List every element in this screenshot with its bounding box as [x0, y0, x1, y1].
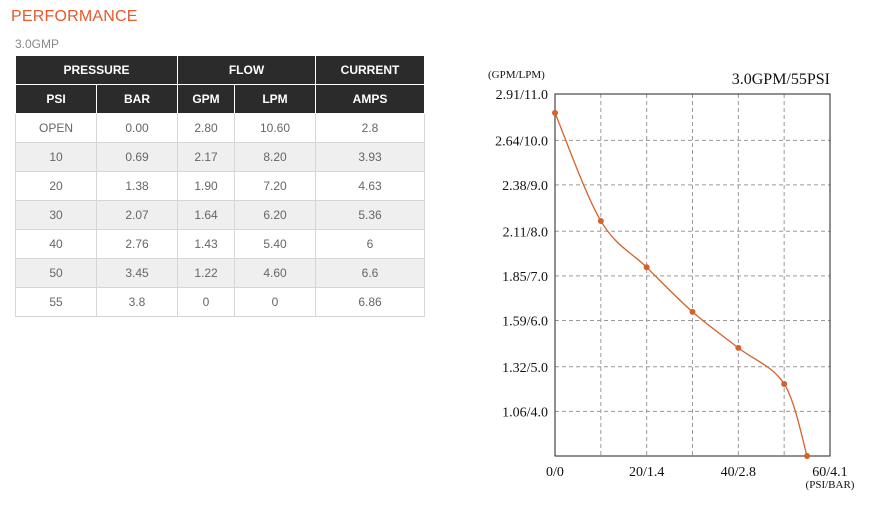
lpm-cell: 5.40	[234, 229, 316, 259]
table-row: OPEN 0.00 2.80 10.60 2.8	[15, 113, 425, 143]
pressure-header: PRESSURE	[15, 55, 178, 85]
bar-header: BAR	[96, 84, 178, 114]
x-tick-label: 40/2.8	[721, 465, 756, 480]
gpm-cell: 2.17	[177, 142, 235, 172]
lpm-cell: 8.20	[234, 142, 316, 172]
y-tick-label: 1.85/7.0	[502, 270, 548, 285]
performance-table: PRESSURE FLOW CURRENT PSI BAR GPM LPM AM…	[15, 55, 425, 317]
table-row: 50 3.45 1.22 4.60 6.6	[15, 258, 425, 288]
lpm-cell: 10.60	[234, 113, 316, 143]
y-tick-label: 1.06/4.0	[502, 405, 548, 420]
data-point	[735, 344, 742, 351]
psi-cell: 30	[15, 200, 97, 230]
psi-cell: 40	[15, 229, 97, 259]
amps-cell: 6.6	[315, 258, 425, 288]
table-row: 55 3.8 0 0 6.86	[15, 287, 425, 317]
y-tick-label: 1.32/5.0	[502, 361, 548, 376]
psi-header: PSI	[15, 84, 97, 114]
psi-cell: 50	[15, 258, 97, 288]
gpm-cell: 1.90	[177, 171, 235, 201]
table-row: 40 2.76 1.43 5.40 6	[15, 229, 425, 259]
bar-cell: 1.38	[96, 171, 178, 201]
chart-title: 3.0GPM/55PSI	[732, 71, 830, 88]
gpm-cell: 1.22	[177, 258, 235, 288]
plot-frame	[554, 93, 831, 457]
amps-header: AMPS	[315, 84, 425, 114]
amps-cell: 6	[315, 229, 425, 259]
amps-cell: 4.63	[315, 171, 425, 201]
psi-cell: 55	[15, 287, 97, 317]
y-tick-label: 2.64/10.0	[495, 134, 548, 149]
flow-curve	[554, 112, 808, 457]
bar-cell: 3.8	[96, 287, 178, 317]
gpm-header: GPM	[177, 84, 235, 114]
psi-cell: OPEN	[15, 113, 97, 143]
data-point	[643, 264, 650, 271]
data-point	[781, 380, 788, 387]
y-axis-label: (GPM/LPM)	[488, 69, 545, 81]
x-axis-label: (PSI/BAR)	[806, 479, 855, 491]
lpm-header: LPM	[234, 84, 316, 114]
y-tick-label: 1.59/6.0	[502, 314, 548, 329]
bar-cell: 3.45	[96, 258, 178, 288]
data-point	[804, 453, 811, 459]
group-header-row: PRESSURE FLOW CURRENT	[15, 55, 425, 85]
lpm-cell: 0	[234, 287, 316, 317]
psi-cell: 20	[15, 171, 97, 201]
data-point	[597, 217, 604, 224]
x-tick-label: 20/1.4	[629, 465, 664, 480]
data-point	[552, 109, 558, 116]
amps-cell: 3.93	[315, 142, 425, 172]
psi-cell: 10	[15, 142, 97, 172]
flow-header: FLOW	[177, 55, 316, 85]
table-row: 10 0.69 2.17 8.20 3.93	[15, 142, 425, 172]
bar-cell: 0.69	[96, 142, 178, 172]
lpm-cell: 7.20	[234, 171, 316, 201]
table-row: 30 2.07 1.64 6.20 5.36	[15, 200, 425, 230]
gpm-cell: 1.43	[177, 229, 235, 259]
gpm-cell: 1.64	[177, 200, 235, 230]
gpm-cell: 2.80	[177, 113, 235, 143]
table-row: 20 1.38 1.90 7.20 4.63	[15, 171, 425, 201]
y-tick-label: 2.11/8.0	[503, 225, 548, 240]
performance-chart: 2.91/11.0 2.64/10.0 2.38/9.0 2.11/8.0 1.85/7…	[488, 69, 855, 491]
gpm-cell: 0	[177, 287, 235, 317]
amps-cell: 5.36	[315, 200, 425, 230]
lpm-cell: 4.60	[234, 258, 316, 288]
unit-header-row: PSI BAR GPM LPM AMPS	[15, 84, 425, 114]
x-tick-label: 0/0	[546, 465, 564, 480]
bar-cell: 0.00	[96, 113, 178, 143]
amps-cell: 6.86	[315, 287, 425, 317]
y-tick-label: 2.38/9.0	[502, 179, 548, 194]
current-header: CURRENT	[315, 55, 425, 85]
x-tick-label: 60/4.1	[812, 465, 847, 480]
bar-cell: 2.07	[96, 200, 178, 230]
page-title: PERFORMANCE	[11, 8, 138, 25]
model-subtitle: 3.0GMP	[15, 37, 60, 51]
lpm-cell: 6.20	[234, 200, 316, 230]
y-tick-label: 2.91/11.0	[496, 88, 548, 103]
bar-cell: 2.76	[96, 229, 178, 259]
amps-cell: 2.8	[315, 113, 425, 143]
data-point	[689, 308, 696, 315]
